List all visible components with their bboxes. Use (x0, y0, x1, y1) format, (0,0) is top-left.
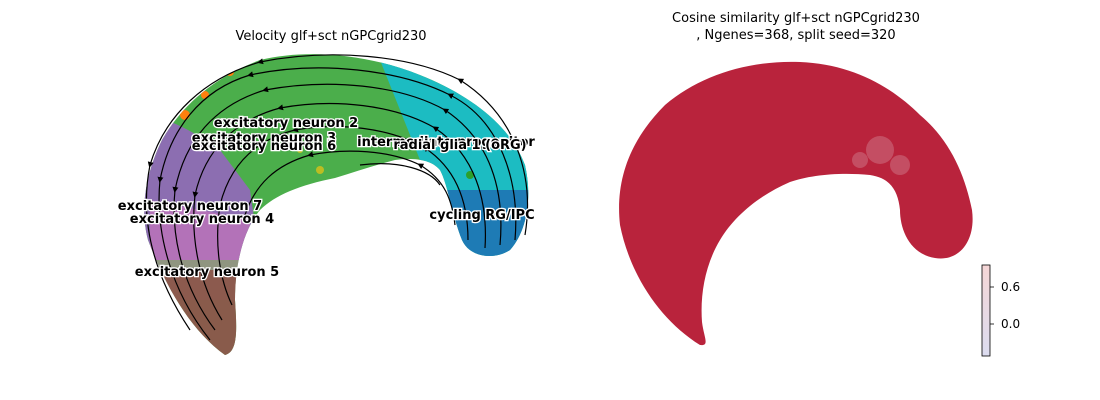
cosine-similarity-embedding (619, 61, 973, 346)
cluster-label: excitatory neuron 2 (214, 116, 358, 131)
cosine-point-cloud (619, 61, 973, 346)
streamline (359, 163, 441, 186)
cluster-label: excitatory neuron 7 (118, 199, 262, 214)
cluster-point (316, 166, 324, 174)
cluster-label: excitatory neuron 6 (192, 139, 336, 154)
colorbar-tick-label: 0.6 (1001, 280, 1020, 294)
cluster-label: intermediate progenitor (357, 135, 535, 150)
cluster-point (180, 110, 190, 120)
right-chart-title-line-1: Cosine similarity glf+sct nGPCgrid230 (672, 11, 920, 26)
cluster-point (201, 91, 209, 99)
right-chart-title-line-2: , Ngenes=368, split seed=320 (696, 28, 895, 43)
velocity-streamlines (145, 54, 529, 341)
colorbar: 0.6 0.0 (981, 264, 1020, 357)
cluster-label: excitatory neuron 4 (130, 212, 274, 227)
cluster-label: excitatory neuron 5 (135, 265, 279, 280)
cluster-label: excitatory neuron 3 (192, 131, 336, 146)
cosine-point (866, 136, 894, 164)
left-chart-title: Velocity glf+sct nGPCgrid230 (235, 29, 426, 44)
cluster-point (466, 171, 474, 179)
cosine-point (852, 152, 868, 168)
colorbar-gradient (981, 264, 991, 357)
cluster-label: cycling RG/IPC (429, 208, 534, 223)
cluster-labels: excitatory neuron 2 excitatory neuron 3 … (116, 115, 536, 282)
colorbar-tick-label: 0.0 (1001, 317, 1020, 331)
cluster-region-cycling (440, 190, 529, 270)
cosine-point (890, 155, 910, 175)
cluster-label: radial glia 1 (oRG) (393, 138, 526, 153)
streamline (145, 54, 529, 331)
